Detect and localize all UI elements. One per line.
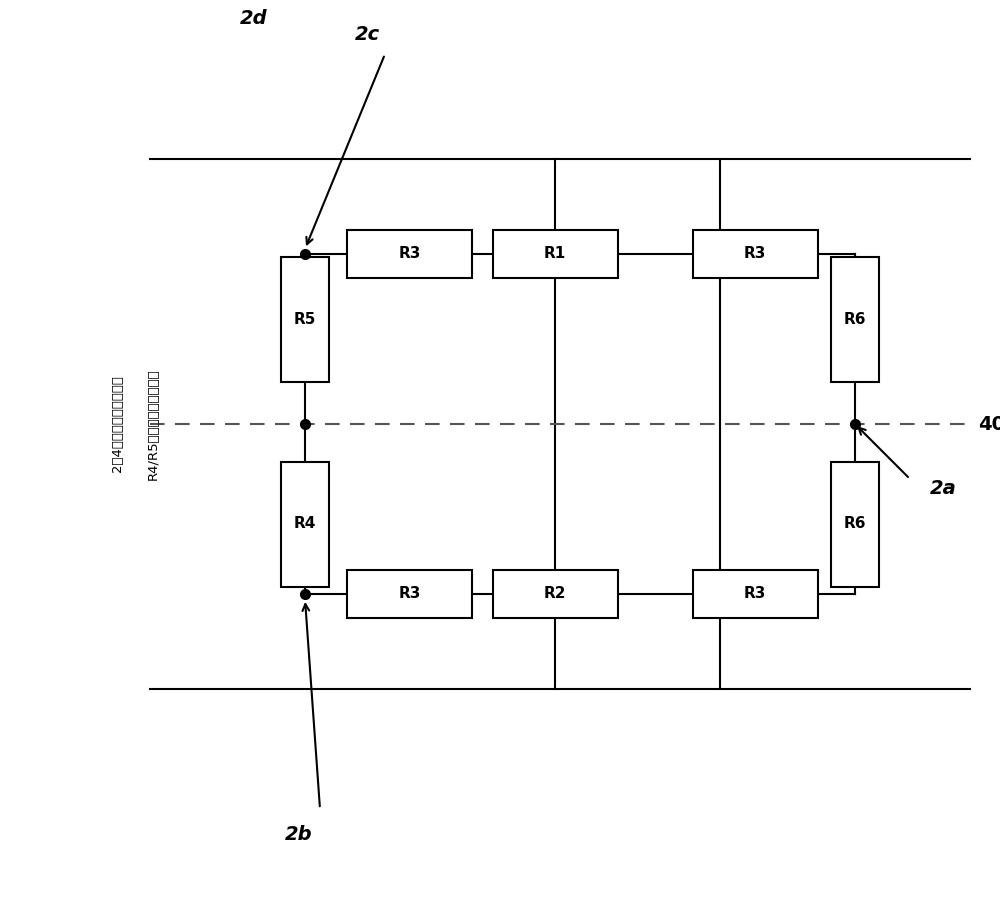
Text: 2b: 2b [285, 824, 313, 844]
Bar [831, 256, 879, 382]
Bar [492, 230, 618, 278]
Text: 2c: 2c [355, 25, 380, 44]
Bar [492, 570, 618, 618]
Bar [692, 570, 818, 618]
Text: R3: R3 [399, 246, 421, 262]
Bar [831, 462, 879, 586]
Text: 2与4之间的插入点的变化: 2与4之间的插入点的变化 [111, 375, 124, 473]
Bar [281, 462, 329, 586]
Text: R6: R6 [844, 516, 866, 532]
Bar [281, 256, 329, 382]
Text: 2d: 2d [240, 9, 268, 28]
Text: R3: R3 [744, 586, 766, 602]
Text: 2a: 2a [930, 480, 957, 498]
Text: R3: R3 [744, 246, 766, 262]
Text: R6: R6 [844, 312, 866, 326]
Text: R1: R1 [544, 246, 566, 262]
Text: R4: R4 [294, 516, 316, 532]
Text: R3: R3 [399, 586, 421, 602]
Text: R2: R2 [544, 586, 566, 602]
Bar [348, 570, 472, 618]
Bar [348, 230, 472, 278]
Bar [692, 230, 818, 278]
Text: 40: 40 [978, 415, 1000, 434]
Text: R5: R5 [294, 312, 316, 326]
Text: R4/R5的关系的变化对应于: R4/R5的关系的变化对应于 [146, 368, 160, 480]
